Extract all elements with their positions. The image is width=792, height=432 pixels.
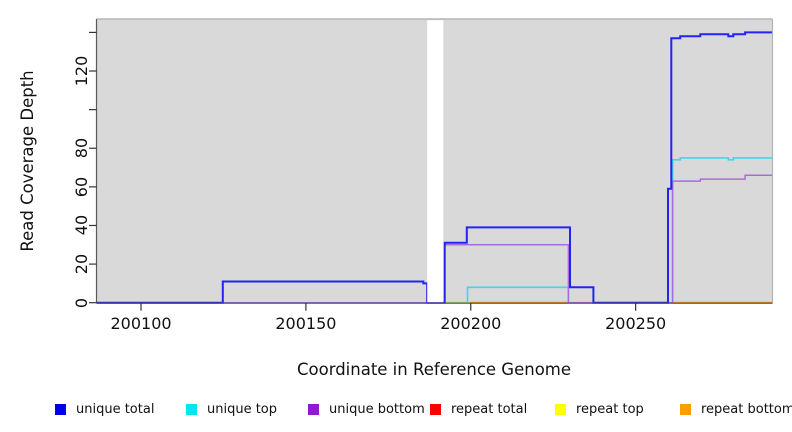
legend-label: unique bottom [329,401,425,417]
legend-swatch-unique-bottom-icon [308,403,319,415]
x-tick-label: 200250 [605,314,667,333]
y-tick-label: 120 [72,55,91,87]
y-tick-label: 80 [72,138,91,159]
x-tick-label: 200100 [110,314,172,333]
legend-item-unique-top: unique top [186,398,277,420]
x-tick-label: 200150 [275,314,337,333]
legend-swatch-unique-top-icon [186,403,197,415]
legend-swatch-repeat-bottom-icon [680,403,691,415]
y-tick-label: 0 [72,297,91,308]
series-line-unique-top [444,157,773,304]
legend-item-repeat-top: repeat top [555,398,644,420]
x-tick-label: 200200 [440,314,502,333]
y-tick-label: 60 [72,176,91,198]
legend-swatch-unique-total-icon [55,403,66,415]
y-tick-label: 20 [72,253,91,275]
legend-item-unique-total: unique total [55,398,154,420]
legend-label: unique top [207,401,278,417]
y-axis-title: Read Coverage Depth [18,70,37,252]
legend-label: unique total [76,401,155,417]
legend-label: repeat top [576,401,644,417]
legend: unique total unique top unique bottom repea… [0,398,792,422]
legend-swatch-repeat-total-icon [430,403,441,415]
legend-swatch-repeat-top-icon [555,403,566,415]
legend-item-unique-bottom: unique bottom [308,398,425,420]
legend-label: repeat bottom [701,401,792,417]
legend-item-repeat-total: repeat total [430,398,527,420]
masked-region [427,20,444,303]
legend-label: repeat total [451,401,528,417]
y-tick-label: 40 [72,215,91,236]
x-axis-title: Coordinate in Reference Genome [296,360,572,379]
legend-item-repeat-bottom: repeat bottom [680,398,792,420]
